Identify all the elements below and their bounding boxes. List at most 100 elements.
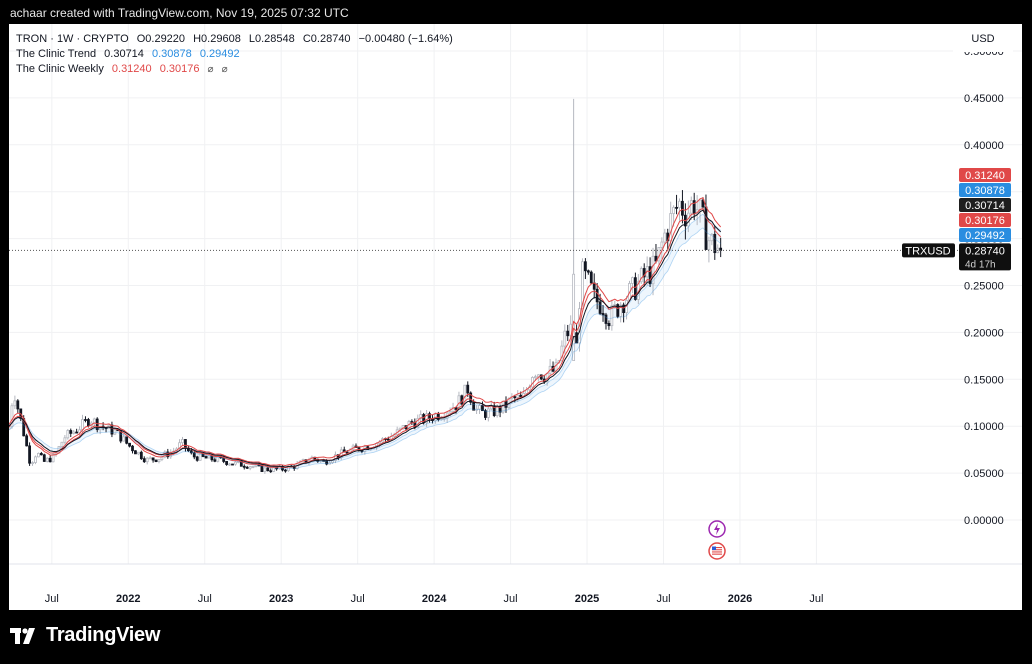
candle — [681, 200, 684, 216]
weekly-indicator-name[interactable]: The Clinic Weekly — [16, 63, 104, 75]
candle — [707, 240, 711, 250]
candle — [131, 445, 134, 452]
candle — [425, 413, 428, 424]
ohlc-close: C0.28740 — [302, 33, 351, 45]
price-axis-label: 0.25000 — [964, 281, 1004, 293]
event-marker-circle — [708, 542, 726, 560]
price-axis-label: 0.05000 — [964, 468, 1004, 480]
candle — [466, 384, 470, 394]
trend-value-1: 0.30714 — [104, 48, 144, 60]
candle — [536, 374, 540, 378]
candle — [189, 450, 193, 454]
legend-symbol-row: TRON · 1W · CRYPTO O0.29220 H0.29608 L0.… — [16, 32, 453, 47]
candle — [583, 261, 587, 272]
candle — [478, 405, 481, 410]
weekly-line-upper — [9, 197, 722, 467]
candle — [16, 400, 20, 410]
bar-countdown: 4d 17h — [965, 259, 996, 270]
candle — [610, 305, 614, 327]
candle — [604, 314, 608, 324]
candle — [519, 394, 523, 398]
hidden-plot-icon-2[interactable]: ⌀ — [221, 64, 228, 75]
time-axis-label: Jul — [809, 593, 823, 605]
candle — [236, 461, 240, 463]
candle — [225, 461, 229, 465]
currency-label[interactable]: USD — [953, 26, 1013, 52]
time-axis-label: 2024 — [422, 593, 447, 605]
candle — [139, 451, 143, 460]
candle — [651, 255, 655, 285]
flag-stripe — [712, 553, 723, 555]
price-chart[interactable]: 0.500000.450000.400000.350000.300000.250… — [9, 24, 1022, 610]
flag-canton — [712, 546, 717, 550]
last-price-value: 0.28740 — [965, 245, 1005, 257]
candle — [37, 453, 40, 458]
candle — [495, 405, 499, 416]
candle — [619, 304, 623, 317]
candle — [242, 465, 246, 468]
candle — [81, 419, 84, 431]
brand-name: TradingView — [46, 624, 161, 646]
candle — [633, 277, 637, 300]
candle — [439, 418, 443, 420]
candle — [39, 453, 43, 456]
weekly-line-lower — [9, 207, 722, 469]
flag-stripe — [712, 551, 723, 553]
candle — [513, 396, 517, 399]
candle — [257, 464, 261, 467]
indicator-price-value: 0.30176 — [965, 215, 1005, 227]
candle — [481, 405, 484, 412]
candle — [28, 445, 31, 464]
candle — [72, 431, 76, 434]
candle — [669, 213, 673, 242]
legend-trend-row[interactable]: The Clinic Trend 0.30714 0.30878 0.29492 — [16, 47, 453, 62]
symbol-info[interactable]: TRON · 1W · CRYPTO — [16, 33, 129, 45]
chart-panel[interactable]: 0.500000.450000.400000.350000.300000.250… — [9, 24, 1022, 610]
candle — [60, 441, 64, 447]
us-flag-event-icon[interactable] — [708, 542, 726, 560]
trend-value-2: 0.30878 — [151, 48, 192, 60]
trend-indicator-name[interactable]: The Clinic Trend — [16, 48, 97, 60]
candle — [516, 394, 520, 398]
hidden-plot-icon[interactable]: ⌀ — [207, 64, 214, 75]
candle — [675, 206, 678, 209]
candle — [231, 463, 234, 466]
candle — [160, 456, 164, 460]
weekly-value-1: 0.31240 — [111, 63, 152, 75]
candle — [581, 261, 584, 310]
candle — [75, 431, 79, 434]
candle — [51, 453, 55, 463]
candle — [134, 450, 137, 455]
tradingview-brand[interactable]: TradingView — [10, 624, 160, 647]
candle — [195, 456, 199, 461]
candle — [154, 459, 158, 463]
candle — [575, 332, 578, 344]
candle — [34, 456, 37, 463]
time-axis-label: Jul — [656, 593, 670, 605]
candle — [486, 408, 490, 418]
candle — [234, 461, 237, 465]
candle — [95, 418, 99, 431]
candle — [10, 405, 14, 427]
flag-stripe — [712, 547, 723, 549]
candle — [84, 419, 87, 421]
candle — [145, 457, 149, 463]
price-axis-label: 0.20000 — [964, 327, 1004, 339]
candle — [136, 451, 140, 455]
indicator-price-value: 0.30878 — [965, 185, 1005, 197]
tradingview-logo-icon — [10, 627, 35, 644]
candle — [622, 304, 626, 313]
candle — [63, 437, 67, 443]
time-axis-label: Jul — [504, 593, 518, 605]
lightning-event-icon[interactable] — [708, 520, 726, 538]
trend-line — [9, 209, 722, 468]
trend-value-3: 0.29492 — [199, 48, 240, 60]
legend-weekly-row[interactable]: The Clinic Weekly 0.31240 0.30176 ⌀ ⌀ — [16, 62, 453, 77]
candle — [113, 429, 117, 435]
candle — [534, 376, 537, 379]
candle — [484, 410, 487, 418]
candle — [248, 466, 252, 469]
flag-stripe — [712, 549, 723, 551]
candle — [269, 470, 273, 473]
time-axis-label: Jul — [351, 593, 365, 605]
